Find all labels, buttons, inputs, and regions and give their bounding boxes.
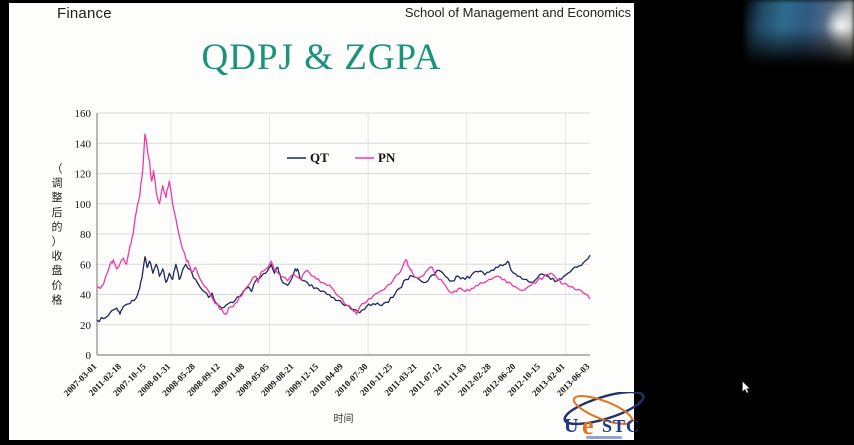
y-tick-label: 80 xyxy=(80,229,92,241)
pn-series-line xyxy=(96,133,591,315)
course-label: Finance xyxy=(57,5,112,22)
y-axis-title-char: 价 xyxy=(52,279,63,292)
y-tick-label: 140 xyxy=(75,138,92,150)
logo-letter-u: U xyxy=(564,415,578,437)
y-tick-label: 120 xyxy=(75,169,92,181)
y-tick-label: 40 xyxy=(80,290,92,302)
logo-letter-e: e xyxy=(582,411,594,440)
chart-canvas: 0204060801001201401602007-03-012011-02-1… xyxy=(52,108,592,425)
presenter-video-thumbnail[interactable] xyxy=(745,0,854,66)
y-axis-title-char: 调 xyxy=(52,177,63,190)
y-axis-title-char: 格 xyxy=(52,292,63,306)
uestc-logo: U e STC xyxy=(563,392,645,440)
x-axis-title: 时间 xyxy=(334,412,354,425)
y-axis-title-char: ） xyxy=(52,235,63,248)
school-label: School of Management and Economics xyxy=(404,5,631,20)
y-axis-title-char: （ xyxy=(52,162,63,175)
y-axis-title-char: 盘 xyxy=(52,263,63,277)
price-line-chart: 0 20 40 60 80 100 120 140 160 2007-03-01 2011-02-1… xyxy=(10,100,625,440)
y-tick-label: 0 xyxy=(86,350,92,362)
y-axis-title-char: 的 xyxy=(52,219,63,233)
slide-title: QDPJ & ZGPA xyxy=(201,37,442,78)
y-tick-label: 100 xyxy=(75,199,92,211)
logo-orbit-orange xyxy=(572,395,634,425)
qt-legend-label: QT xyxy=(310,150,329,165)
y-tick-label: 60 xyxy=(80,259,92,271)
y-axis-title-char: 后 xyxy=(52,206,63,219)
y-axis-title-char: 收 xyxy=(52,249,63,263)
logo-letters-stc: STC xyxy=(602,416,640,436)
presentation-slide: Finance School of Management and Economi… xyxy=(9,3,645,440)
pn-legend-label: PN xyxy=(378,150,396,165)
y-tick-label: 20 xyxy=(80,320,92,332)
logo-subtext-blur xyxy=(586,436,622,439)
logo-orbit-navy xyxy=(563,392,645,426)
y-axis-title-char: 整 xyxy=(52,190,63,204)
y-tick-label: 160 xyxy=(75,108,92,120)
qt-series-line xyxy=(96,254,591,323)
mouse-cursor-icon xyxy=(742,381,750,394)
